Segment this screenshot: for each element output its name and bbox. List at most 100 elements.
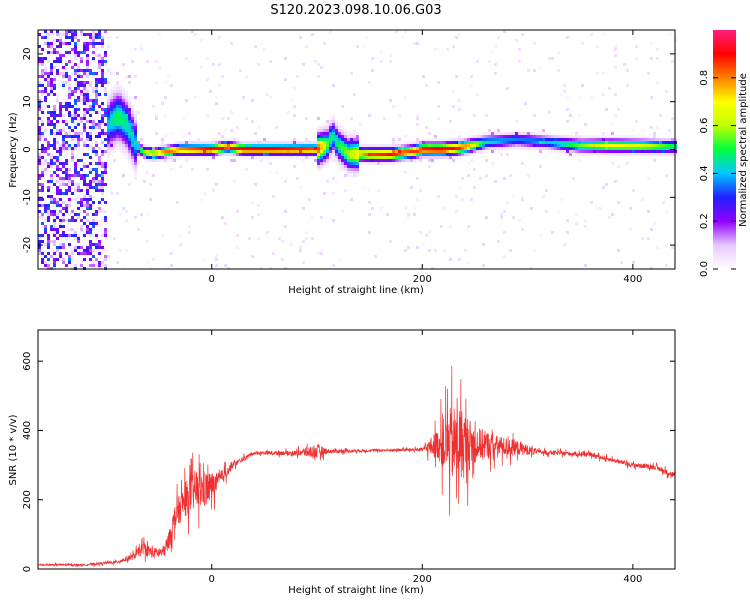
spectrogram-cell (335, 156, 338, 159)
spectrogram-cell (467, 261, 470, 264)
spectrogram-cell (443, 156, 446, 159)
spectrogram-cell (188, 156, 191, 159)
spectrogram-cell (509, 144, 512, 147)
spectrogram-cell (332, 117, 335, 120)
spectrogram-cell (158, 66, 161, 69)
spectrogram-cell (431, 159, 434, 162)
spectrogram-cell (77, 81, 80, 84)
spectrogram-cell (119, 99, 122, 102)
spectrogram-cell (143, 144, 146, 147)
spectrogram-cell (74, 246, 77, 249)
spectrogram-cell (74, 234, 77, 237)
spectrogram-cell (68, 180, 71, 183)
spectrogram-cell (605, 183, 608, 186)
spectrogram-cell (311, 216, 314, 219)
spectrogram-cell (71, 72, 74, 75)
spectrogram-cell (134, 129, 137, 132)
spectrogram-cell (101, 81, 104, 84)
spectrogram-cell (47, 117, 50, 120)
spectrogram-cell (626, 153, 629, 156)
spectrogram-cell (350, 162, 353, 165)
spectrogram-cell (503, 138, 506, 141)
spectrogram-cell (41, 204, 44, 207)
spectrogram-cell (347, 174, 350, 177)
spectrogram-cell (251, 255, 254, 258)
spectrogram-cell (65, 123, 68, 126)
spectrogram-cell (80, 228, 83, 231)
spectrogram-cell (89, 105, 92, 108)
spectrogram-cell (71, 39, 74, 42)
spectrogram-cell (644, 147, 647, 150)
spectrogram-cell (47, 141, 50, 144)
spectrogram-cell (68, 87, 71, 90)
spectrogram-cell (119, 96, 122, 99)
spectrogram-cell (488, 60, 491, 63)
spectrogram-cell (185, 141, 188, 144)
spectrogram-cell (287, 144, 290, 147)
spectrogram-cell (527, 138, 530, 141)
spectrogram-cell (248, 144, 251, 147)
spectrogram-cell (230, 42, 233, 45)
spectrogram-cell (395, 162, 398, 165)
spectrogram-cell (500, 213, 503, 216)
spectrogram-cell (668, 144, 671, 147)
spectrogram-cell (65, 153, 68, 156)
spectrogram-cell (656, 141, 659, 144)
spectrogram-cell (80, 174, 83, 177)
spectrogram-cell (647, 135, 650, 138)
spectrogram-cell (521, 141, 524, 144)
spectrogram-cell (134, 114, 137, 117)
spectrogram-cell (425, 150, 428, 153)
spectrogram-cell (236, 234, 239, 237)
spectrogram-cell (77, 72, 80, 75)
spectrogram-cell (53, 75, 56, 78)
spectrogram-cell (149, 144, 152, 147)
spectrogram-cell (164, 144, 167, 147)
spectrogram-cell (53, 261, 56, 264)
spectrogram-cell (41, 189, 44, 192)
spectrogram-cell (113, 108, 116, 111)
spectrogram-cell (485, 135, 488, 138)
spectrogram-cell (65, 264, 68, 267)
spectrogram-cell (428, 159, 431, 162)
spectrogram-cell (41, 261, 44, 264)
spectrogram-cell (521, 147, 524, 150)
spectrogram-cell (341, 144, 344, 147)
spectrogram-cell (317, 150, 320, 153)
spectrogram-cell (119, 102, 122, 105)
spectrogram-cell (263, 144, 266, 147)
spectrogram-cell (50, 120, 53, 123)
spectrogram-cell (41, 84, 44, 87)
spectrogram-cell (101, 162, 104, 165)
spectrogram-cell (635, 45, 638, 48)
spectrogram-cell (68, 135, 71, 138)
spectrogram-cell (101, 153, 104, 156)
spectrogram-cell (329, 126, 332, 129)
spectrogram-cell (41, 69, 44, 72)
spectrogram-cell (578, 150, 581, 153)
spectrogram-cell (71, 93, 74, 96)
spectrogram-cell (539, 66, 542, 69)
spectrogram-cell (419, 153, 422, 156)
spectrogram-cell (89, 198, 92, 201)
spectrogram-cell (494, 144, 497, 147)
spectrogram-cell (455, 138, 458, 141)
spectrogram-cell (326, 159, 329, 162)
spectrogram-cell (518, 48, 521, 51)
spectrogram-cell (413, 207, 416, 210)
spectrogram-cell (38, 162, 41, 165)
spectrogram-cell (92, 177, 95, 180)
spectrogram-cell (545, 189, 548, 192)
spectrogram-cell (47, 192, 50, 195)
spectrogram-cell (317, 153, 320, 156)
spectrogram-cell (611, 144, 614, 147)
spectrogram-cell (47, 240, 50, 243)
spectrogram-cell (365, 144, 368, 147)
spectrogram-cell (452, 144, 455, 147)
spectrogram-xlabel: Height of straight line (km) (288, 285, 424, 296)
spectrogram-cell (38, 252, 41, 255)
spectrogram-cell (83, 96, 86, 99)
spectrogram-cell (44, 261, 47, 264)
spectrogram-cell (401, 150, 404, 153)
spectrogram-cell (44, 57, 47, 60)
